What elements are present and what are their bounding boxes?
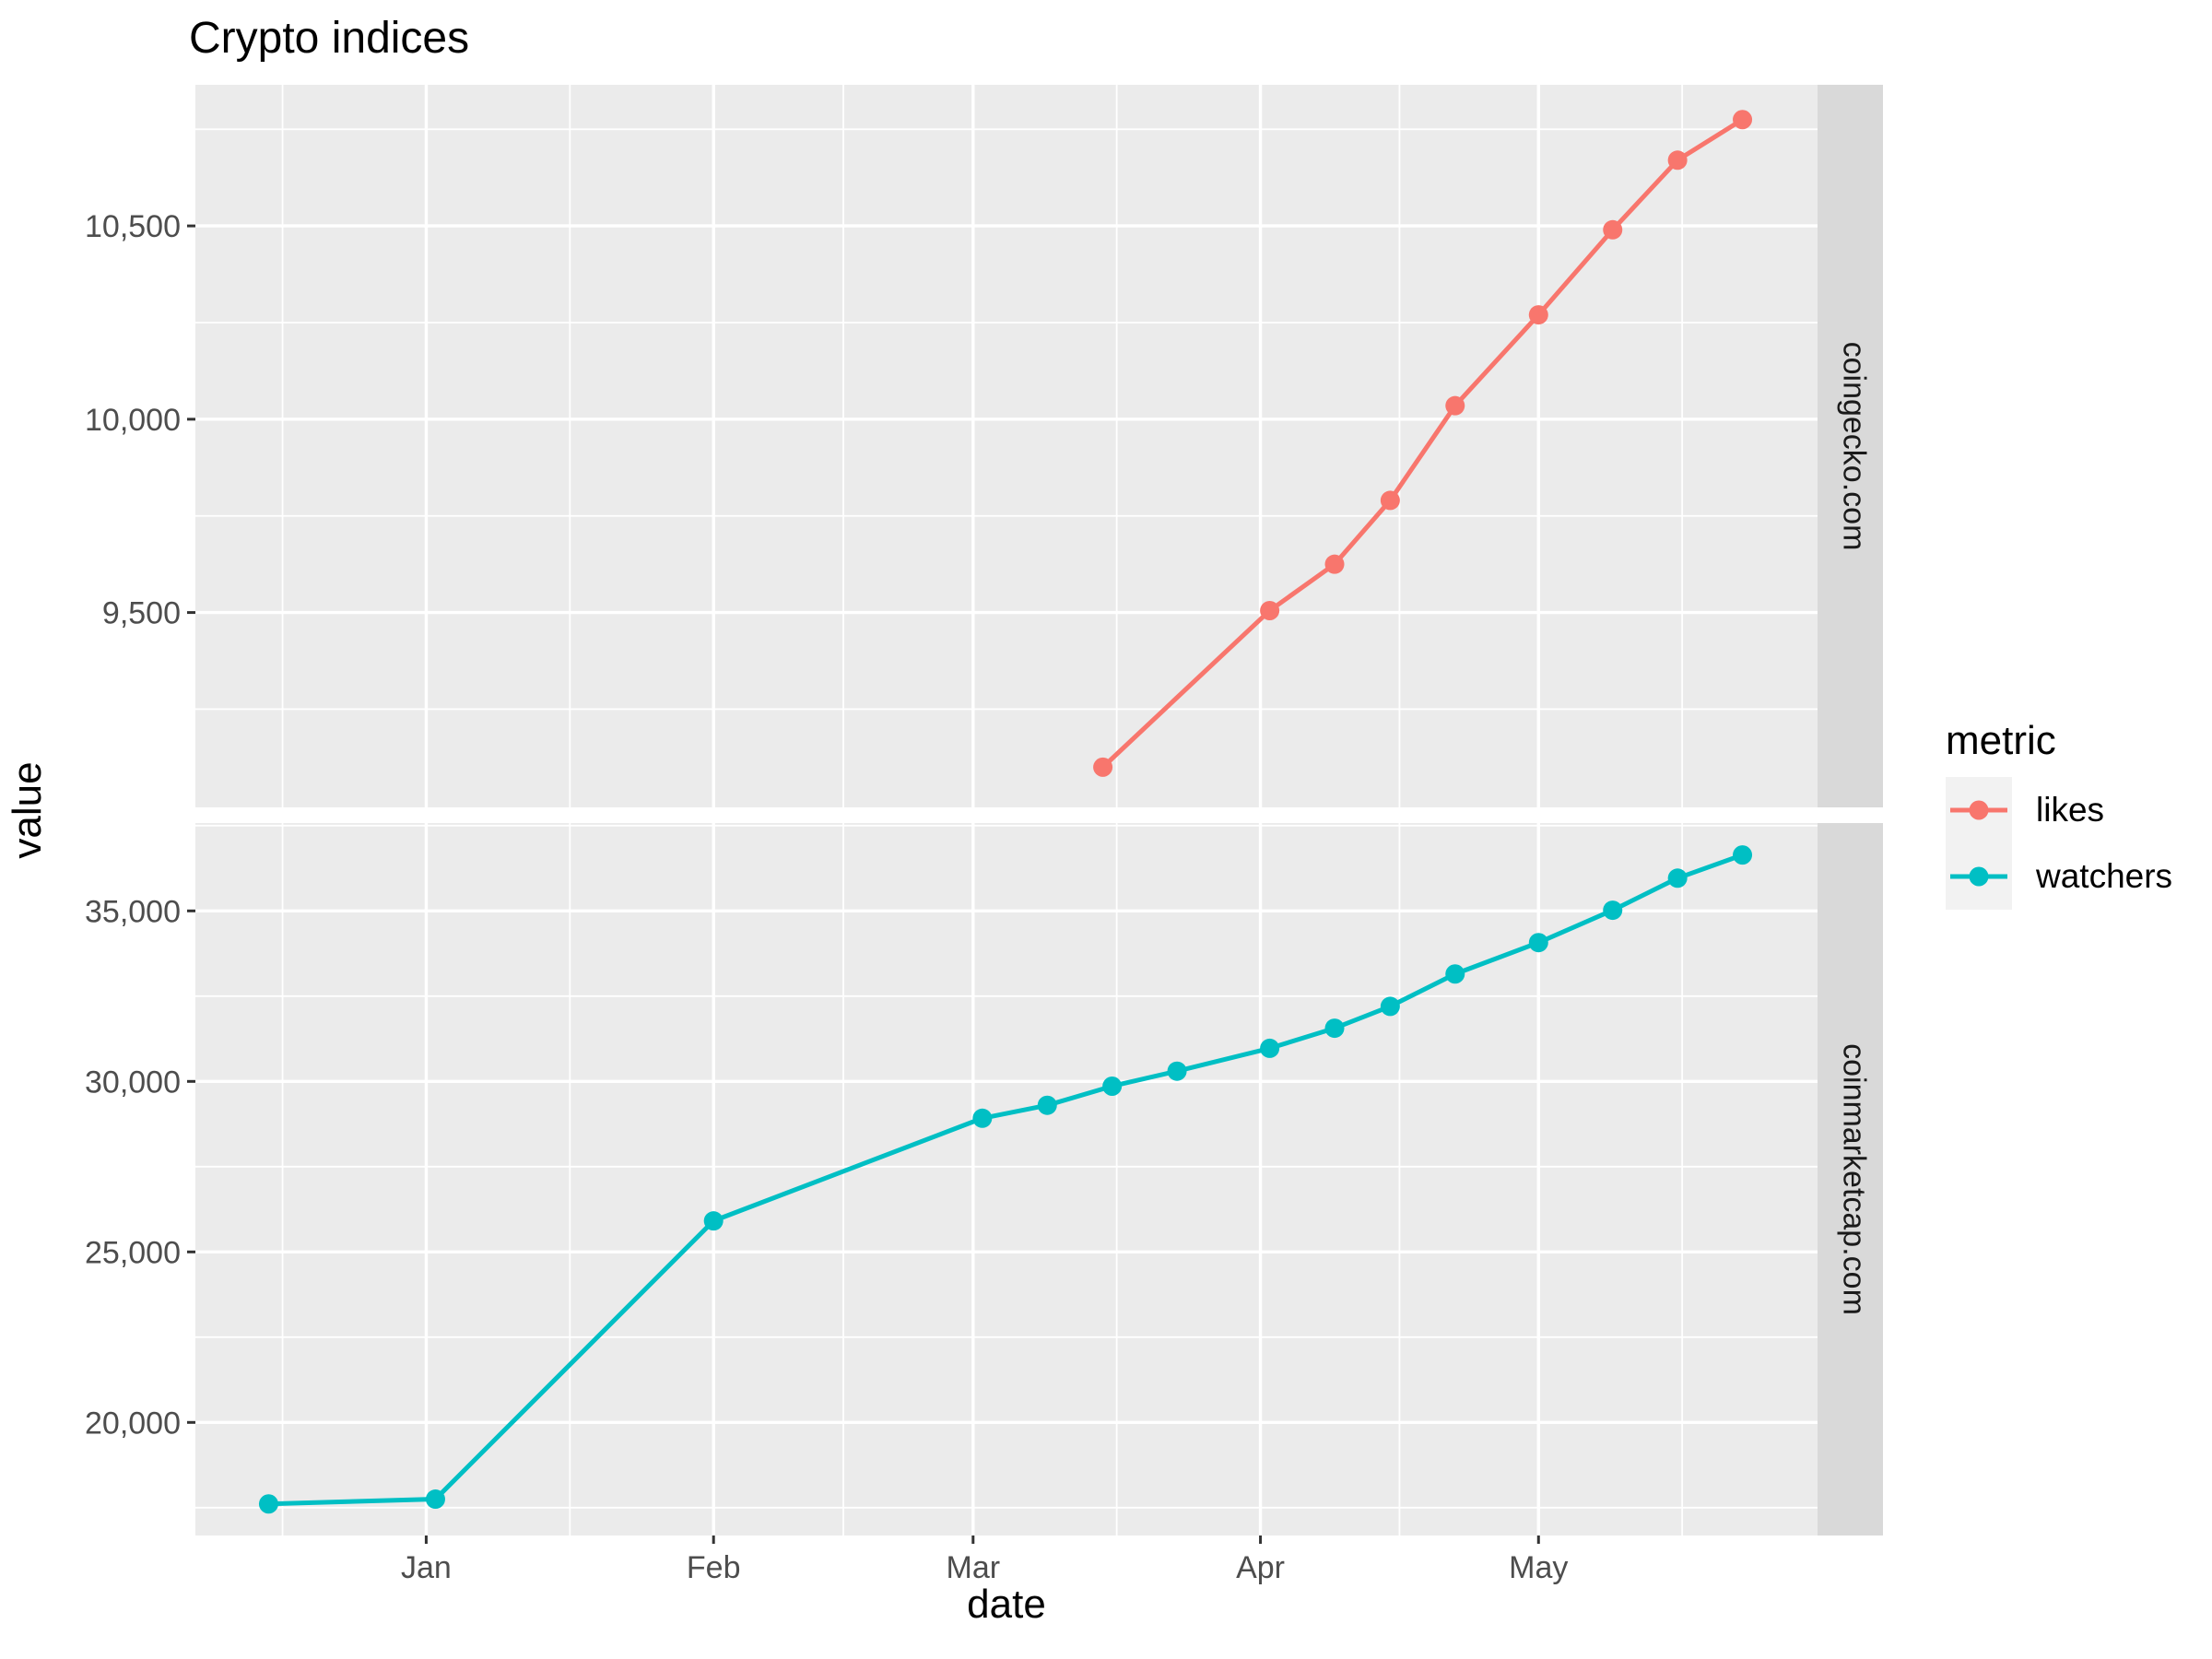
legend-item-likes: likes: [1946, 777, 2172, 843]
watchers-data-point: [1528, 933, 1548, 953]
x-tick-label: Feb: [687, 1550, 741, 1585]
facet-strip: [1818, 823, 1883, 1535]
page-title: Crypto indices: [189, 14, 470, 63]
likes-data-point: [1528, 305, 1548, 325]
x-tick-label: Apr: [1236, 1550, 1285, 1585]
likes-data-point: [1260, 600, 1280, 620]
facet-panel: [195, 85, 1818, 807]
watchers-data-point: [972, 1108, 993, 1128]
legend-key-watchers-icon: [1946, 843, 2012, 910]
y-axis-title: value: [5, 761, 50, 859]
point-glyph-icon: [1969, 800, 1989, 820]
legend-title: metric: [1946, 718, 2056, 763]
watchers-data-point: [1324, 1018, 1345, 1039]
likes-data-point: [1603, 219, 1623, 240]
x-tick-label: May: [1509, 1550, 1568, 1585]
y-tick-label: 20,000: [85, 1406, 181, 1441]
likes-data-point: [1667, 150, 1688, 171]
likes-data-point: [1733, 110, 1753, 130]
y-tick-label: 25,000: [85, 1235, 181, 1270]
likes-data-point: [1093, 757, 1113, 777]
facet-strip-label: coinmarketcap.com: [1837, 1043, 1872, 1315]
watchers-data-point: [425, 1489, 445, 1510]
facet-strip-label: coingecko.com: [1837, 342, 1872, 551]
watchers-data-point: [1037, 1095, 1057, 1115]
watchers-data-point: [1380, 996, 1400, 1017]
x-axis-title: date: [967, 1582, 1046, 1627]
watchers-data-point: [703, 1211, 724, 1231]
watchers-data-point: [1603, 900, 1623, 921]
watchers-data-point: [258, 1494, 278, 1514]
watchers-data-point: [1733, 845, 1753, 865]
legend-item-watchers: watchers: [1946, 843, 2172, 910]
facet-panel: [195, 823, 1818, 1535]
legend-label: watchers: [2036, 857, 2173, 895]
y-tick-label: 35,000: [85, 894, 181, 929]
facet-strip: [1818, 85, 1883, 807]
y-tick-label: 30,000: [85, 1065, 181, 1100]
legend: metric likes watchers: [1946, 718, 2172, 910]
likes-data-point: [1445, 395, 1465, 416]
y-tick-label: 10,000: [85, 403, 181, 438]
watchers-data-point: [1667, 868, 1688, 888]
legend-label: likes: [2036, 791, 2105, 829]
watchers-data-point: [1260, 1038, 1280, 1058]
likes-data-point: [1324, 554, 1345, 574]
watchers-data-point: [1102, 1076, 1123, 1096]
legend-key-likes-icon: [1946, 777, 2012, 843]
x-tick-label: Mar: [947, 1550, 1001, 1585]
y-tick-label: 9,500: [102, 596, 181, 631]
point-glyph-icon: [1969, 866, 1989, 887]
x-tick-label: Jan: [401, 1550, 452, 1585]
likes-data-point: [1380, 490, 1400, 511]
watchers-data-point: [1167, 1061, 1187, 1081]
y-tick-label: 10,500: [85, 209, 181, 244]
watchers-data-point: [1445, 964, 1465, 984]
